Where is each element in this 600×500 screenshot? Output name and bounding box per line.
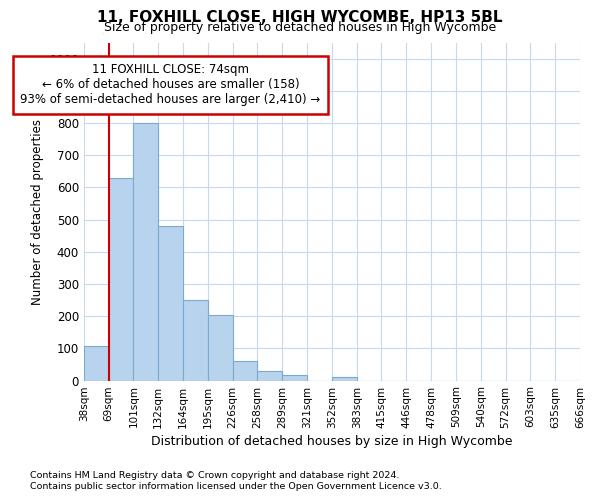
X-axis label: Distribution of detached houses by size in High Wycombe: Distribution of detached houses by size … bbox=[151, 434, 512, 448]
Bar bbox=[282, 375, 307, 380]
Bar bbox=[84, 346, 109, 380]
Bar bbox=[257, 371, 282, 380]
Text: Contains HM Land Registry data © Crown copyright and database right 2024.: Contains HM Land Registry data © Crown c… bbox=[30, 471, 400, 480]
Text: 11 FOXHILL CLOSE: 74sqm
← 6% of detached houses are smaller (158)
93% of semi-de: 11 FOXHILL CLOSE: 74sqm ← 6% of detached… bbox=[20, 64, 321, 106]
Text: Contains public sector information licensed under the Open Government Licence v3: Contains public sector information licen… bbox=[30, 482, 442, 491]
Bar bbox=[233, 362, 257, 380]
Y-axis label: Number of detached properties: Number of detached properties bbox=[31, 118, 44, 304]
Text: Size of property relative to detached houses in High Wycombe: Size of property relative to detached ho… bbox=[104, 21, 496, 34]
Bar bbox=[158, 226, 183, 380]
Bar bbox=[208, 314, 233, 380]
Bar bbox=[183, 300, 208, 380]
Bar bbox=[109, 178, 133, 380]
Bar bbox=[332, 376, 356, 380]
Bar bbox=[133, 123, 158, 380]
Text: 11, FOXHILL CLOSE, HIGH WYCOMBE, HP13 5BL: 11, FOXHILL CLOSE, HIGH WYCOMBE, HP13 5B… bbox=[97, 10, 503, 25]
